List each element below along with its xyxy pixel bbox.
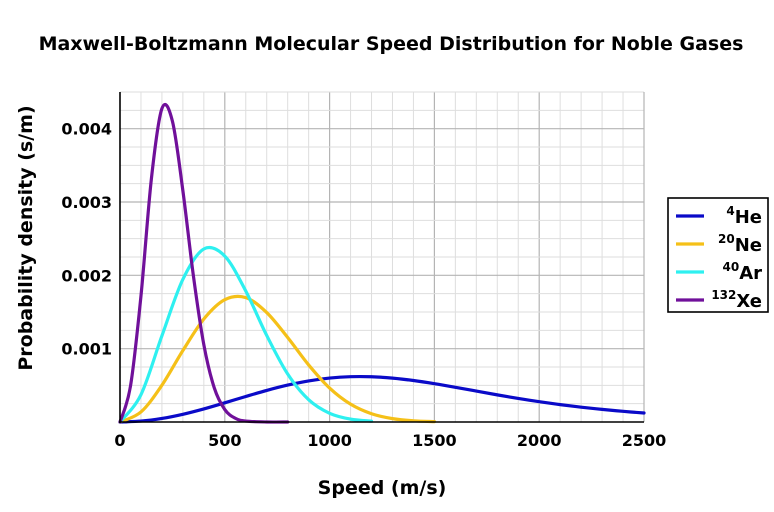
legend-label: 132Xe	[711, 288, 762, 312]
legend-label: 20Ne	[718, 232, 762, 256]
legend-label: 40Ar	[722, 260, 762, 284]
x-axis-label: Speed (m/s)	[318, 477, 447, 499]
grid	[120, 91, 645, 422]
legend-item-he: 4He	[676, 204, 762, 228]
legend-symbol: Xe	[736, 291, 762, 312]
axes	[119, 92, 644, 423]
x-tick-label: 2500	[622, 431, 667, 450]
y-axis-label: Probability density (s/m)	[15, 105, 37, 370]
y-tick-label: 0.003	[61, 193, 112, 212]
series-line-ne	[118, 294, 436, 424]
legend-item-ar: 40Ar	[676, 260, 762, 284]
legend-item-xe: 132Xe	[676, 288, 762, 312]
y-tick-label: 0.004	[61, 120, 112, 139]
tick-labels: 0 500 1000 1500 2000 2500 0.001 0.002 0.003 0.004	[61, 120, 666, 450]
y-tick-label: 0.001	[61, 340, 112, 359]
legend-mass-number: 4	[726, 204, 734, 218]
x-tick-label: 2000	[517, 431, 562, 450]
legend-label: 4He	[726, 204, 762, 228]
chart-title: Maxwell-Boltzmann Molecular Speed Distri…	[39, 33, 744, 55]
x-tick-label: 500	[208, 431, 241, 450]
x-tick-label: 0	[114, 431, 125, 450]
legend-mass-number: 20	[718, 232, 735, 246]
series-layer	[118, 102, 646, 424]
series-line-he	[118, 374, 646, 424]
legend-mass-number: 40	[722, 260, 739, 274]
legend-mass-number: 132	[711, 288, 736, 302]
legend-symbol: Ne	[735, 235, 762, 256]
x-tick-label: 1000	[307, 431, 352, 450]
legend-item-ne: 20Ne	[676, 232, 762, 256]
y-tick-label: 0.002	[61, 266, 112, 285]
series-line-ar	[118, 245, 374, 424]
x-tick-label: 1500	[412, 431, 457, 450]
legend-symbol: Ar	[739, 263, 762, 284]
series-line-xe	[118, 102, 290, 424]
legend-symbol: He	[735, 207, 762, 228]
